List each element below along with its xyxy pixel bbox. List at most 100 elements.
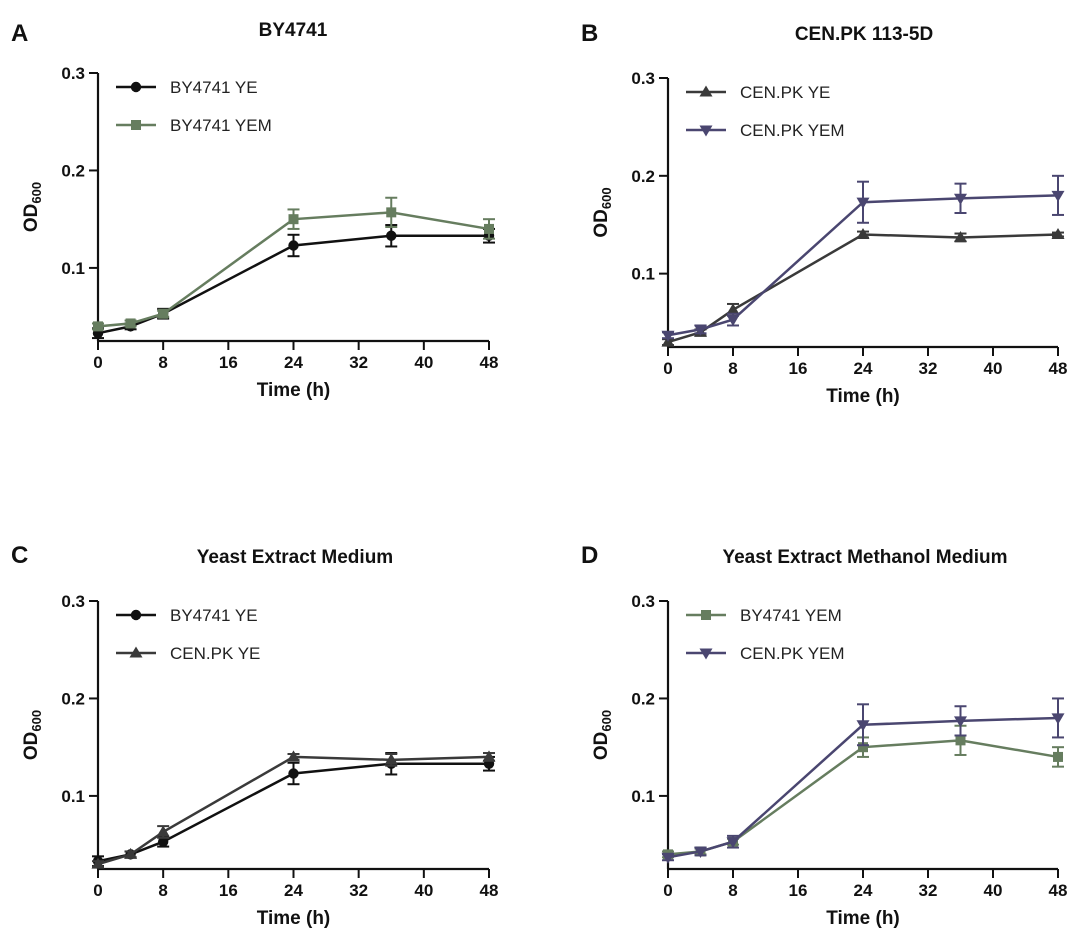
data-point bbox=[288, 768, 299, 779]
series-1 bbox=[92, 196, 495, 332]
x-tick-label: 16 bbox=[789, 881, 808, 900]
chart-panel-a: A BY4741 0.1 0.2 0.3 0 8 16 24 32 40 48 Time (h) OD60… bbox=[11, 20, 498, 401]
panel-letter: B bbox=[581, 20, 598, 47]
series-line bbox=[667, 233, 1059, 344]
data-point bbox=[954, 716, 967, 728]
data-point bbox=[694, 846, 707, 858]
data-point bbox=[954, 193, 967, 205]
data-point bbox=[287, 750, 300, 762]
x-tick-label: 48 bbox=[480, 353, 499, 372]
data-point bbox=[955, 735, 966, 746]
x-tick-label: 32 bbox=[919, 881, 938, 900]
data-point bbox=[856, 228, 870, 240]
legend-label: BY4741 YEM bbox=[170, 116, 272, 135]
legend-swatch-marker bbox=[699, 125, 713, 137]
x-tick-label: 16 bbox=[219, 881, 238, 900]
series-0 bbox=[661, 228, 1065, 347]
data-point bbox=[158, 308, 169, 319]
data-point bbox=[1053, 751, 1063, 762]
y-axis-label: OD600 bbox=[21, 182, 44, 232]
data-point bbox=[726, 837, 740, 849]
data-point bbox=[482, 750, 496, 762]
x-tick-label: 16 bbox=[789, 359, 808, 378]
y-tick-label: 0.1 bbox=[61, 787, 85, 806]
chart-title: CEN.PK 113-5D bbox=[795, 24, 933, 45]
y-axis-label: OD600 bbox=[591, 187, 614, 237]
y-tick-label: 0.3 bbox=[61, 64, 85, 83]
x-axis-label: Time (h) bbox=[257, 380, 331, 401]
data-point bbox=[386, 207, 397, 218]
data-point bbox=[384, 753, 398, 765]
x-tick-label: 24 bbox=[854, 881, 873, 900]
chart-title: Yeast Extract Medium bbox=[197, 547, 393, 568]
data-point bbox=[386, 230, 397, 241]
x-tick-label: 32 bbox=[919, 359, 938, 378]
x-tick-label: 0 bbox=[663, 359, 672, 378]
data-point bbox=[858, 742, 868, 753]
x-tick-label: 24 bbox=[284, 881, 303, 900]
y-tick-label: 0.1 bbox=[631, 787, 655, 806]
x-tick-label: 40 bbox=[984, 359, 1003, 378]
panel-letter: D bbox=[581, 542, 598, 569]
data-point bbox=[124, 847, 138, 859]
x-tick-label: 8 bbox=[728, 359, 737, 378]
series-0 bbox=[92, 752, 495, 868]
y-axis-label-main: OD bbox=[591, 732, 612, 761]
x-tick-label: 40 bbox=[414, 881, 433, 900]
legend-swatch-marker bbox=[701, 610, 711, 620]
y-axis-label: OD600 bbox=[591, 710, 614, 760]
x-tick-label: 24 bbox=[854, 359, 873, 378]
data-point bbox=[1051, 228, 1065, 240]
x-axis-label: Time (h) bbox=[257, 908, 331, 929]
x-tick-label: 8 bbox=[158, 353, 167, 372]
data-point bbox=[856, 197, 870, 209]
series-1 bbox=[661, 697, 1065, 864]
panel-letter: C bbox=[11, 542, 28, 569]
legend-label: CEN.PK YE bbox=[170, 644, 260, 663]
x-tick-label: 0 bbox=[663, 881, 672, 900]
data-point bbox=[661, 330, 675, 342]
x-tick-label: 32 bbox=[349, 353, 368, 372]
x-tick-label: 48 bbox=[480, 881, 499, 900]
data-point bbox=[726, 303, 740, 315]
series-line bbox=[97, 755, 490, 866]
x-tick-label: 48 bbox=[1049, 359, 1068, 378]
x-tick-label: 24 bbox=[284, 353, 303, 372]
data-point bbox=[156, 825, 170, 837]
legend-swatch-marker bbox=[699, 648, 713, 660]
panel-letter: A bbox=[11, 20, 28, 47]
series-line bbox=[667, 716, 1059, 859]
y-tick-label: 0.2 bbox=[631, 689, 655, 708]
data-point bbox=[125, 318, 136, 329]
x-tick-label: 8 bbox=[158, 881, 167, 900]
y-tick-label: 0.1 bbox=[61, 259, 85, 278]
legend-label: CEN.PK YEM bbox=[740, 121, 845, 140]
chart-panel-b: B CEN.PK 113-5D 0.1 0.2 0.3 0 8 16 24 32 40 48 Time … bbox=[581, 20, 1067, 407]
legend-swatch-marker bbox=[130, 609, 142, 621]
data-point bbox=[1051, 713, 1065, 725]
legend-label: BY4741 YE bbox=[170, 606, 258, 625]
x-axis-label: Time (h) bbox=[826, 908, 900, 929]
data-point bbox=[856, 720, 870, 732]
x-tick-label: 48 bbox=[1049, 881, 1068, 900]
legend-label: BY4741 YEM bbox=[740, 606, 842, 625]
x-axis-label: Time (h) bbox=[826, 386, 900, 407]
y-axis-label-main: OD bbox=[591, 209, 612, 238]
y-tick-label: 0.2 bbox=[61, 161, 85, 180]
data-point bbox=[93, 321, 103, 332]
y-tick-label: 0.3 bbox=[631, 69, 655, 88]
x-tick-label: 40 bbox=[984, 881, 1003, 900]
x-tick-label: 8 bbox=[728, 881, 737, 900]
data-point bbox=[954, 230, 967, 242]
x-tick-label: 32 bbox=[349, 881, 368, 900]
series-line bbox=[97, 211, 490, 328]
data-point bbox=[1051, 190, 1065, 202]
data-point bbox=[157, 836, 169, 847]
y-axis-label-subscript: 600 bbox=[599, 710, 614, 732]
y-tick-label: 0.3 bbox=[631, 592, 655, 611]
legend-swatch-marker bbox=[131, 120, 141, 130]
data-point bbox=[661, 852, 675, 864]
y-tick-label: 0.2 bbox=[61, 689, 85, 708]
y-axis-label-subscript: 600 bbox=[599, 187, 614, 209]
data-point bbox=[726, 315, 740, 327]
